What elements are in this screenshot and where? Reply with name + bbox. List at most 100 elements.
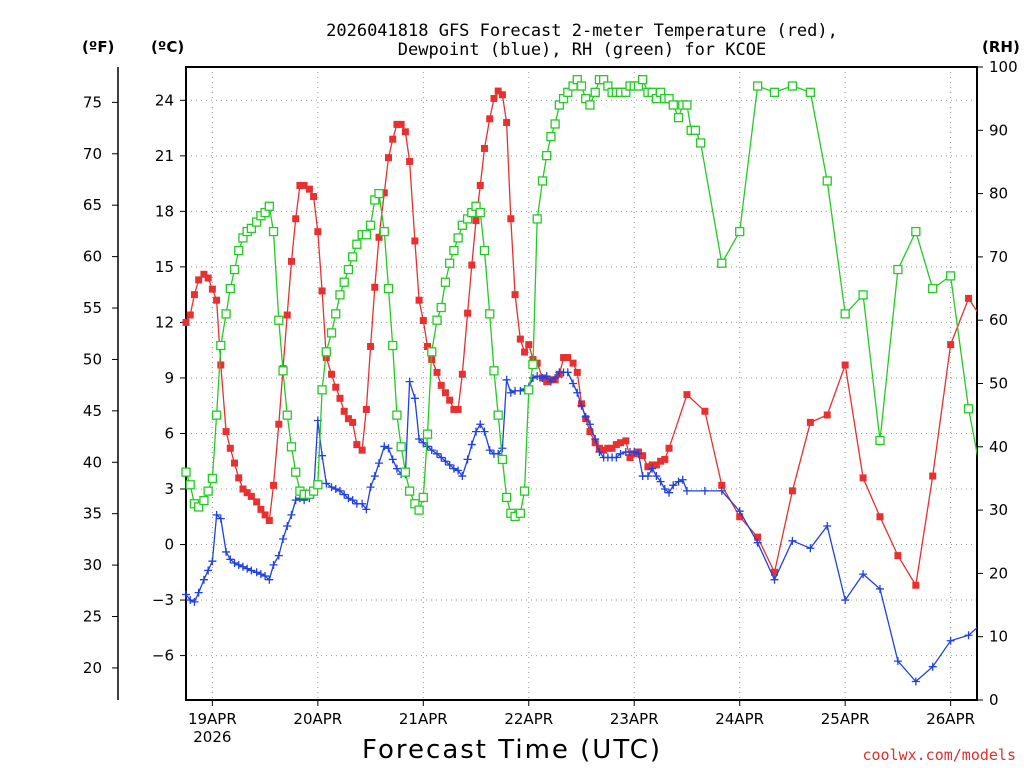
temperature-point: [235, 474, 243, 482]
temperature-point: [314, 228, 322, 236]
dewpoint-point: [222, 547, 231, 556]
temperature-point: [516, 335, 524, 343]
dewpoint-point: [344, 494, 353, 503]
dewpoint-point: [485, 446, 494, 455]
rh-point: [234, 245, 244, 256]
rh-point: [216, 340, 226, 351]
temperature-point: [296, 181, 304, 189]
dewpoint-point: [546, 377, 555, 386]
rh-point: [475, 207, 485, 218]
rh-point: [436, 302, 446, 313]
dewpoint-point: [585, 420, 594, 429]
rh-point: [422, 429, 433, 439]
temperature-point: [912, 581, 920, 589]
temperature-point: [490, 94, 498, 102]
dewpoint-point: [682, 486, 691, 495]
dewpoint-point: [674, 477, 683, 486]
rh-point: [404, 486, 415, 496]
dewpoint-point: [463, 455, 472, 464]
temperature-point: [560, 354, 568, 362]
dewpoint-point: [717, 486, 726, 495]
temperature-point: [257, 505, 265, 513]
dewpoint-point: [208, 557, 217, 566]
temperature-point: [626, 454, 634, 462]
temperature-point: [617, 439, 625, 447]
dewpoint-point: [204, 566, 213, 575]
credit-link[interactable]: coolwx.com/models: [862, 746, 1016, 764]
dewpoint-point: [634, 449, 643, 458]
rh-tick-label: 50: [989, 375, 1008, 393]
rh-point: [339, 277, 349, 287]
rh-point: [769, 87, 780, 97]
dewpoint-point: [542, 372, 551, 381]
temperature-point: [371, 283, 379, 291]
fahrenheit-tick-label: 35: [83, 505, 102, 523]
temperature-point: [498, 91, 506, 99]
temperature-point: [608, 444, 616, 452]
temperature-point: [494, 87, 502, 95]
rh-point: [282, 410, 292, 420]
rh-point: [449, 245, 459, 256]
rh-point: [638, 75, 648, 85]
rh-point: [211, 410, 222, 420]
temperature-point: [261, 511, 269, 519]
dewpoint-point: [182, 590, 190, 599]
temperature-point: [569, 359, 577, 367]
dewpoint-point: [669, 481, 678, 490]
rh-point: [690, 125, 701, 135]
temperature-point: [380, 189, 388, 197]
rh-tick-label: 20: [989, 564, 1008, 582]
rh-point: [858, 290, 868, 300]
temperature-point: [859, 474, 867, 482]
dewpoint-point: [279, 534, 288, 543]
dewpoint-point: [238, 562, 247, 571]
dewpoint-point: [911, 677, 920, 686]
dewpoint-point: [480, 427, 489, 436]
dewpoint-point: [433, 449, 442, 458]
x-tick-label: 20APR: [293, 710, 342, 728]
rh-point: [457, 220, 467, 230]
dewpoint-point: [806, 544, 815, 553]
rh-point: [207, 473, 218, 484]
rh-point: [682, 100, 692, 110]
dewpoint-point: [735, 507, 744, 516]
dewpoint-point: [427, 446, 436, 455]
rh-point: [203, 486, 213, 496]
x-tick-label: 26APR: [926, 710, 975, 728]
fahrenheit-tick-label: 20: [83, 659, 102, 677]
fahrenheit-tick-label: 30: [83, 556, 102, 574]
rh-tick-label: 30: [989, 501, 1008, 519]
temperature-point: [521, 348, 529, 356]
dewpoint-point: [230, 559, 239, 568]
rh-point: [326, 328, 337, 338]
rh-point: [735, 226, 745, 237]
celsius-tick-label: 12: [155, 313, 174, 331]
x-tick-label: 24APR: [715, 710, 764, 728]
temperature-point: [186, 311, 194, 319]
dewpoint-point: [265, 575, 274, 584]
temperature-point: [441, 389, 449, 397]
temperature-point: [332, 383, 340, 391]
dewpoint-point: [194, 588, 203, 597]
rh-point: [379, 226, 389, 237]
rh-tick-label: 0: [989, 691, 999, 709]
rh-point: [585, 100, 595, 110]
dewpoint-point: [186, 596, 195, 605]
unit-label-celsius: (ºC): [151, 38, 184, 56]
temperature-point: [243, 489, 251, 497]
temperature-point: [507, 215, 515, 223]
rh-point: [532, 214, 542, 224]
dewpoint-point: [362, 505, 371, 514]
fahrenheit-tick-label: 50: [83, 350, 102, 368]
rh-point: [414, 505, 424, 515]
rh-point: [396, 442, 406, 452]
temperature-point: [406, 157, 414, 165]
rh-point: [717, 258, 727, 268]
temperature-point: [362, 405, 370, 413]
x-tick-label: 19APR: [188, 710, 237, 728]
dewpoint-point: [476, 420, 485, 429]
rh-point: [274, 315, 284, 325]
temperature-point: [411, 237, 419, 245]
temperature-point: [265, 516, 273, 524]
